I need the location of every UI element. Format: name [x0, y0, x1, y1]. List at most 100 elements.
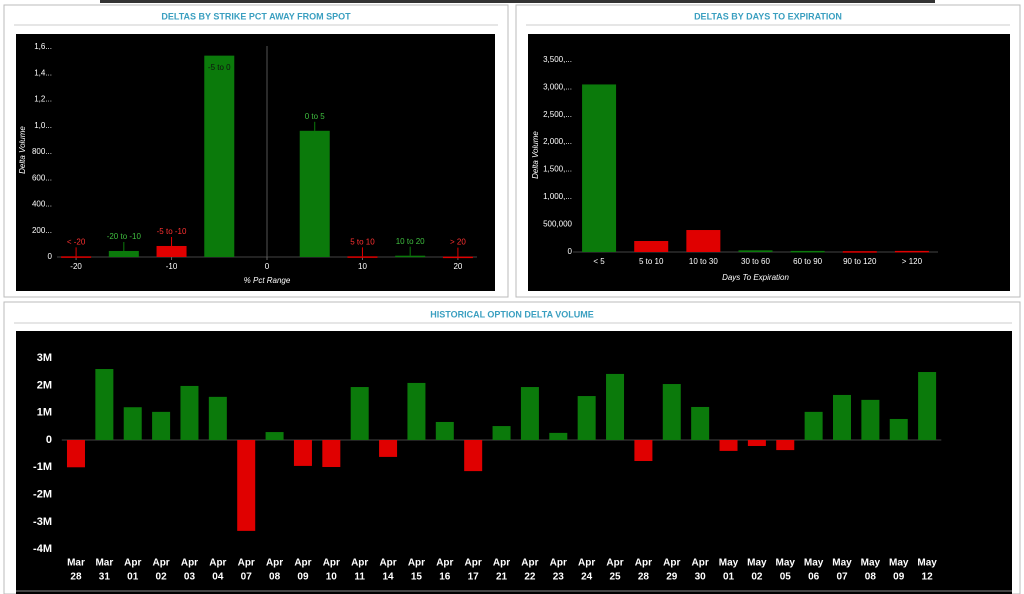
x-tick-label: Apr	[663, 558, 680, 569]
y-tick-label: 600...	[32, 173, 52, 182]
x-tick-label: 10 to 30	[689, 257, 718, 266]
x-tick-label: Apr	[550, 558, 567, 569]
bar	[95, 369, 114, 440]
bar	[889, 418, 908, 440]
y-tick-label: 0	[568, 247, 573, 256]
bar	[606, 373, 625, 440]
x-tick-label: Apr	[379, 558, 396, 569]
y-tick-label: 800...	[32, 147, 52, 156]
y-tick-label: 2M	[37, 379, 52, 391]
bar	[208, 396, 227, 440]
y-tick-label: 0	[46, 434, 52, 446]
x-tick-label: Apr	[692, 558, 709, 569]
bar	[347, 256, 378, 258]
x-tick-label: May	[804, 558, 824, 569]
data-label: -5 to 0	[208, 63, 231, 72]
x-tick-label: 20	[453, 262, 462, 271]
x-tick-label: Apr	[294, 558, 311, 569]
x-tick-label: 09	[297, 572, 309, 583]
x-tick-label: 04	[212, 572, 224, 583]
bar	[861, 399, 880, 440]
x-tick-label: 17	[468, 572, 480, 583]
bar	[790, 250, 825, 253]
y-tick-label: 200...	[32, 226, 52, 235]
x-tick-label: Apr	[351, 558, 368, 569]
bar	[204, 55, 235, 257]
x-axis-title: Days To Expiration	[722, 273, 789, 282]
data-label: 5 to 10	[350, 237, 375, 246]
x-tick-label: Apr	[152, 558, 169, 569]
bar	[634, 439, 653, 462]
chart-title: HISTORICAL OPTION DELTA VOLUME	[430, 309, 594, 319]
bar	[180, 385, 199, 440]
bar	[123, 407, 142, 440]
x-tick-label: 03	[184, 572, 196, 583]
x-tick-label: 29	[666, 572, 678, 583]
x-tick-label: Apr	[436, 558, 453, 569]
x-tick-label: 07	[241, 572, 253, 583]
x-tick-label: Apr	[465, 558, 482, 569]
bar	[719, 439, 738, 451]
y-tick-label: 1,6...	[34, 42, 52, 51]
bar	[152, 411, 171, 440]
bar	[395, 255, 426, 258]
bar	[520, 387, 539, 440]
top-strip	[100, 0, 935, 3]
bar	[738, 250, 773, 252]
y-tick-label: 2,500,...	[543, 110, 572, 119]
data-label: -5 to -10	[157, 227, 187, 236]
plot-area	[16, 34, 495, 291]
x-tick-label: 0	[265, 262, 270, 271]
bar	[842, 251, 877, 253]
x-tick-label: Mar	[67, 558, 85, 569]
x-tick-label: Apr	[209, 558, 226, 569]
y-tick-label: 0	[48, 252, 53, 261]
x-tick-label: 01	[723, 572, 735, 583]
bar	[61, 256, 92, 258]
bar	[492, 426, 511, 440]
y-tick-label: 3,500,...	[543, 55, 572, 64]
x-tick-label: -20	[70, 262, 82, 271]
x-tick-label: Apr	[606, 558, 623, 569]
x-tick-label: 30 to 60	[741, 257, 770, 266]
bar	[265, 432, 284, 440]
x-tick-label: 28	[70, 572, 82, 583]
y-tick-label: -3M	[33, 516, 52, 528]
bar	[442, 256, 473, 259]
bar	[686, 230, 721, 252]
bar	[464, 439, 483, 472]
x-tick-label: May	[917, 558, 937, 569]
bar	[549, 432, 568, 440]
y-tick-label: 1,0...	[34, 121, 52, 130]
x-tick-label: -10	[166, 262, 178, 271]
bar	[662, 384, 681, 440]
bar	[691, 406, 710, 440]
x-tick-label: 16	[439, 572, 451, 583]
x-tick-label: Apr	[266, 558, 283, 569]
chart-title: DELTAS BY DAYS TO EXPIRATION	[694, 11, 842, 21]
y-tick-label: 1M	[37, 407, 52, 419]
x-tick-label: 02	[156, 572, 168, 583]
x-tick-label: 28	[638, 572, 650, 583]
y-tick-label: 1,4...	[34, 68, 52, 77]
y-tick-label: 3,000,...	[543, 82, 572, 91]
x-tick-label: 08	[865, 572, 877, 583]
data-label: 0 to 5	[305, 112, 326, 121]
x-tick-label: Mar	[95, 558, 113, 569]
x-tick-label: Apr	[238, 558, 255, 569]
y-tick-label: 3M	[37, 352, 52, 364]
x-tick-label: 11	[354, 572, 365, 583]
y-tick-label: 1,500,...	[543, 165, 572, 174]
x-tick-label: > 120	[902, 257, 923, 266]
x-tick-label: Apr	[578, 558, 595, 569]
x-tick-label: May	[776, 558, 796, 569]
x-tick-label: 21	[496, 572, 508, 583]
bar	[582, 84, 617, 252]
x-tick-label: May	[719, 558, 739, 569]
x-tick-label: 31	[99, 572, 111, 583]
x-tick-label: Apr	[635, 558, 652, 569]
x-tick-label: 15	[411, 572, 423, 583]
plot-area	[16, 331, 1012, 594]
y-tick-label: 1,000,...	[543, 192, 572, 201]
